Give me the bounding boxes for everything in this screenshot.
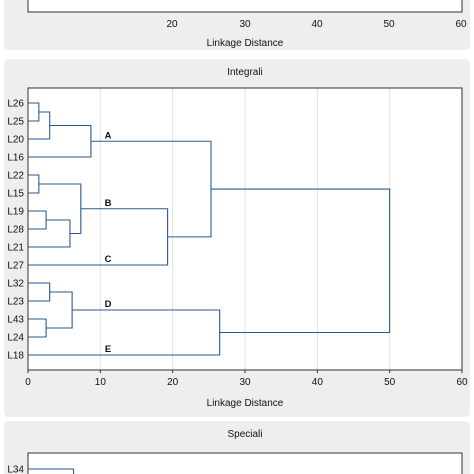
leaf-label-L32: L32	[7, 279, 24, 290]
leaf-label-L23: L23	[7, 297, 24, 308]
top-tick-label-50: 50	[383, 19, 395, 30]
leaf-label-L34: L34	[7, 465, 24, 474]
leaf-label-L20: L20	[7, 135, 24, 146]
group-label-C: C	[105, 254, 112, 265]
link-m14	[211, 188, 391, 334]
leaf-label-L43: L43	[7, 315, 24, 326]
link-m6	[28, 219, 71, 248]
group-label-B: B	[105, 198, 112, 209]
integrali-group-labels: A B C D E	[105, 130, 112, 355]
x-tick-label: 50	[384, 377, 396, 388]
leaf-label-L26: L26	[7, 99, 24, 110]
x-tick-label: 20	[167, 377, 179, 388]
top-panel: 20 30 40 50 60 Linkage Distance	[4, 0, 470, 50]
integrali-x-ticks: 0 10 20 30 40 50 60	[25, 370, 468, 388]
speciali-plot-area	[27, 452, 463, 474]
top-tick-label-30: 30	[239, 19, 251, 30]
leaf-label-L15: L15	[7, 189, 24, 200]
link-m7	[38, 183, 82, 235]
link-m11	[28, 318, 47, 338]
x-tick-label: 60	[456, 377, 468, 388]
speciali-panel: Speciali L34	[4, 421, 470, 474]
top-x-axis-label: Linkage Distance	[207, 38, 284, 49]
speciali-title: Speciali	[227, 429, 262, 440]
group-label-E: E	[105, 344, 111, 355]
top-plot-area	[27, 0, 463, 13]
integrali-title: Integrali	[227, 67, 263, 78]
integrali-panel: Integrali L26 L25 L20 L16 L22 L15 L19 L28 L21 L27…	[4, 59, 470, 417]
top-tick-label-20: 20	[166, 19, 178, 30]
link-m8	[28, 208, 169, 266]
x-tick-label: 10	[95, 377, 107, 388]
leaf-label-L22: L22	[7, 171, 24, 182]
leaf-label-L25: L25	[7, 117, 24, 128]
link-m5	[28, 210, 47, 230]
link-m12	[46, 291, 73, 329]
speciali-dendrogram-links: L34	[7, 465, 75, 474]
leaf-label-L19: L19	[7, 207, 24, 218]
leaf-label-L28: L28	[7, 225, 24, 236]
integrali-x-axis-label: Linkage Distance	[207, 398, 284, 409]
top-x-ticks: 20 30 40 50 60	[166, 19, 467, 30]
group-label-A: A	[105, 130, 112, 141]
speciali-first-link	[28, 468, 75, 474]
x-tick-label: 0	[25, 377, 31, 388]
leaf-label-L16: L16	[7, 153, 24, 164]
x-tick-label: 30	[239, 377, 251, 388]
top-tick-label-40: 40	[311, 19, 323, 30]
top-tick-label-60: 60	[455, 19, 467, 30]
link-m9	[90, 140, 212, 238]
x-tick-label: 40	[312, 377, 324, 388]
leaf-label-L21: L21	[7, 243, 24, 254]
leaf-label-L27: L27	[7, 261, 24, 272]
link-m13	[28, 309, 221, 356]
leaf-label-L24: L24	[7, 333, 24, 344]
integrali-dendrogram-links	[28, 102, 391, 356]
integrali-leaf-labels: L26 L25 L20 L16 L22 L15 L19 L28 L21 L27 L32 L23 L43 L…	[7, 99, 24, 362]
group-label-D: D	[105, 299, 112, 310]
leaf-label-L18: L18	[7, 351, 24, 362]
